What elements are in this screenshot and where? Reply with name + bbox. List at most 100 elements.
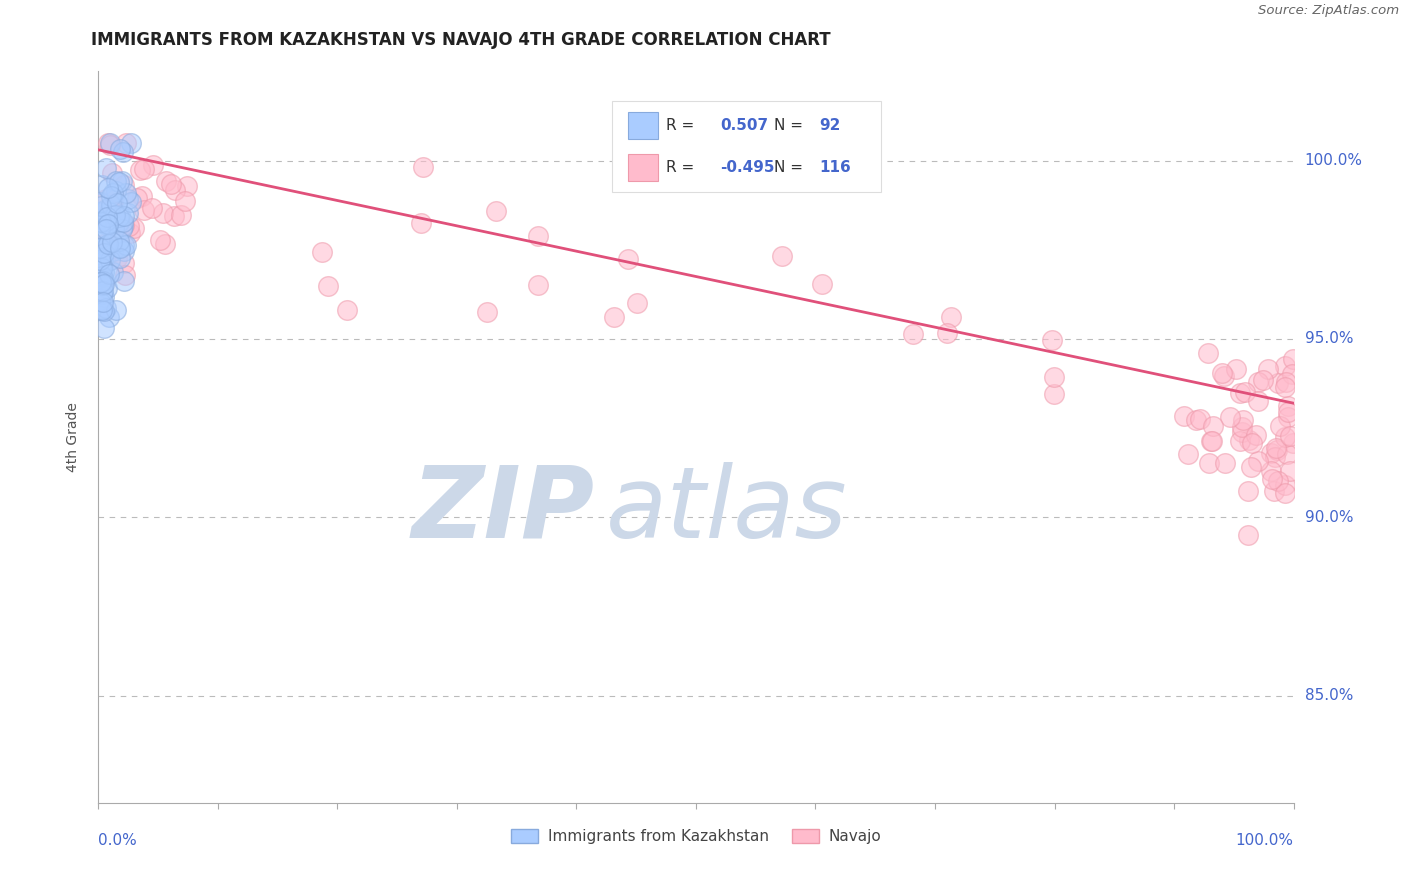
Point: [101, 198, 124, 212]
Point: [98, 205, 121, 219]
Point: [89, 194, 111, 209]
Point: [810, 277, 832, 291]
Point: [1264, 450, 1286, 464]
Point: [100, 138, 122, 153]
Point: [93, 321, 115, 335]
Point: [103, 222, 125, 236]
Point: [141, 201, 163, 215]
Point: [115, 238, 138, 252]
Point: [104, 184, 127, 198]
Text: 90.0%: 90.0%: [1305, 510, 1353, 524]
Point: [155, 174, 177, 188]
Text: 116: 116: [820, 160, 851, 175]
Point: [477, 305, 499, 319]
Point: [1264, 441, 1286, 455]
Point: [105, 251, 128, 265]
Point: [124, 220, 146, 235]
Point: [1202, 418, 1225, 433]
Point: [112, 219, 135, 233]
Point: [132, 161, 155, 176]
Point: [96, 161, 118, 176]
Point: [91, 295, 114, 310]
Point: [91, 284, 114, 298]
Point: [93, 304, 115, 318]
Point: [412, 160, 434, 174]
Point: [1199, 434, 1222, 449]
Point: [91, 263, 114, 277]
Point: [91, 204, 114, 219]
Point: [1267, 475, 1289, 489]
Legend: Immigrants from Kazakhstan, Navajo: Immigrants from Kazakhstan, Navajo: [505, 822, 887, 850]
Point: [90, 216, 112, 230]
Point: [108, 215, 131, 229]
Point: [626, 296, 648, 310]
Point: [131, 188, 153, 202]
Point: [90, 302, 112, 317]
FancyBboxPatch shape: [613, 101, 882, 192]
Point: [90, 178, 112, 193]
Point: [129, 162, 152, 177]
Point: [117, 206, 139, 220]
Point: [93, 277, 115, 291]
Point: [89, 241, 111, 255]
Point: [94, 239, 117, 253]
Point: [94, 301, 117, 316]
Point: [1274, 485, 1296, 500]
Point: [93, 243, 115, 257]
Point: [108, 240, 131, 254]
Point: [94, 202, 117, 216]
Point: [1268, 418, 1291, 433]
Point: [1215, 456, 1237, 470]
Point: [603, 310, 626, 325]
Point: [91, 269, 114, 284]
Point: [165, 183, 187, 197]
Point: [1040, 333, 1063, 347]
Point: [1257, 362, 1279, 376]
Point: [111, 145, 134, 160]
Point: [90, 287, 112, 301]
Point: [1260, 445, 1282, 459]
Point: [103, 190, 125, 204]
Point: [336, 302, 359, 317]
Point: [1237, 528, 1260, 542]
Point: [527, 278, 550, 293]
Point: [1265, 443, 1288, 458]
Text: 95.0%: 95.0%: [1305, 332, 1353, 346]
Point: [93, 273, 115, 287]
Point: [89, 252, 111, 267]
Point: [1274, 359, 1296, 374]
Point: [111, 222, 134, 236]
Point: [98, 136, 121, 150]
Text: 0.0%: 0.0%: [98, 833, 138, 848]
Point: [93, 245, 115, 260]
Point: [163, 209, 186, 223]
Point: [111, 174, 134, 188]
Text: IMMIGRANTS FROM KAZAKHSTAN VS NAVAJO 4TH GRADE CORRELATION CHART: IMMIGRANTS FROM KAZAKHSTAN VS NAVAJO 4TH…: [91, 31, 831, 49]
Point: [115, 136, 138, 150]
Point: [1211, 366, 1233, 380]
Point: [118, 227, 141, 241]
Point: [107, 235, 129, 250]
Point: [89, 220, 111, 235]
Point: [98, 310, 121, 325]
Point: [1237, 433, 1260, 447]
Point: [101, 265, 124, 279]
Point: [112, 178, 135, 192]
Point: [316, 279, 339, 293]
Text: 0.507: 0.507: [720, 118, 768, 133]
Point: [120, 136, 142, 150]
Point: [941, 310, 963, 324]
Point: [1197, 346, 1219, 360]
Point: [114, 186, 136, 200]
Point: [91, 251, 114, 265]
Point: [110, 208, 132, 222]
Point: [142, 158, 165, 172]
Point: [1274, 430, 1296, 444]
Point: [1185, 413, 1208, 427]
Point: [108, 251, 131, 265]
Point: [110, 241, 132, 255]
Point: [176, 178, 198, 193]
Point: [103, 196, 125, 211]
Point: [103, 186, 125, 200]
Point: [132, 202, 155, 217]
